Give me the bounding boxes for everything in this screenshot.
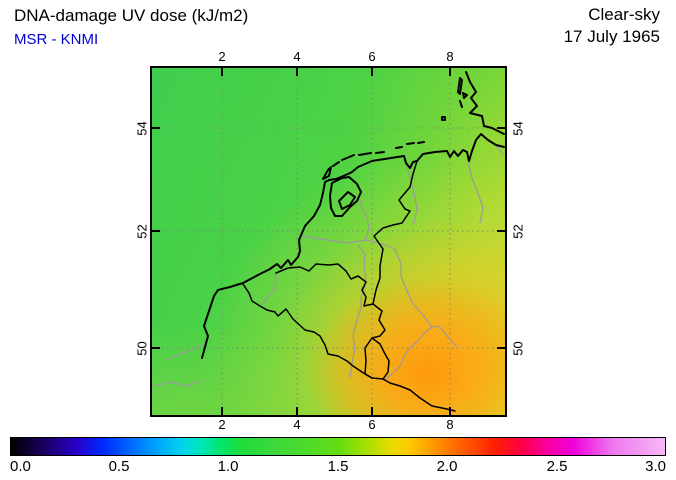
lat-tick-right-54: 54: [510, 121, 526, 136]
colorbar-label-4: 2.0: [436, 458, 458, 475]
colorbar-label-6: 3.0: [645, 458, 666, 475]
colorbar-label-2: 1.0: [217, 458, 239, 475]
colorbar-label-1: 0.5: [108, 458, 130, 475]
date-label: 17 July 1965: [563, 27, 660, 46]
rivers: [153, 145, 504, 387]
map-frame: [150, 66, 507, 417]
page-title: DNA-damage UV dose (kJ/m2): [14, 6, 249, 25]
coastline: [201, 71, 505, 359]
condition-label: Clear-sky: [588, 5, 660, 24]
axis-ticks: [152, 68, 505, 415]
country-borders: [242, 160, 456, 412]
lon-tick-bottom-6: 6: [368, 417, 376, 432]
grid-lines: [152, 68, 505, 415]
lat-tick-left-54: 54: [134, 121, 150, 136]
colorbar-label-0: 0.0: [10, 458, 31, 475]
map-overlay: [152, 68, 505, 415]
colorbar-gradient: [10, 437, 666, 456]
lat-tick-left-52: 52: [134, 224, 150, 239]
lat-tick-right-52: 52: [510, 224, 526, 239]
source-label: MSR - KNMI: [14, 31, 99, 48]
lon-tick-top-2: 2: [218, 49, 226, 64]
uv-dose-field: [152, 68, 505, 415]
colorbar-label-3: 1.5: [327, 458, 349, 475]
lon-tick-bottom-4: 4: [293, 417, 301, 432]
lon-tick-top-6: 6: [368, 49, 376, 64]
lon-tick-top-4: 4: [293, 49, 301, 64]
lon-tick-bottom-2: 2: [218, 417, 226, 432]
lat-tick-left-50: 50: [134, 341, 150, 356]
lon-tick-top-8: 8: [446, 49, 454, 64]
colorbar-label-5: 2.5: [546, 458, 568, 475]
lon-tick-bottom-8: 8: [446, 417, 454, 432]
lat-tick-right-50: 50: [510, 341, 526, 356]
